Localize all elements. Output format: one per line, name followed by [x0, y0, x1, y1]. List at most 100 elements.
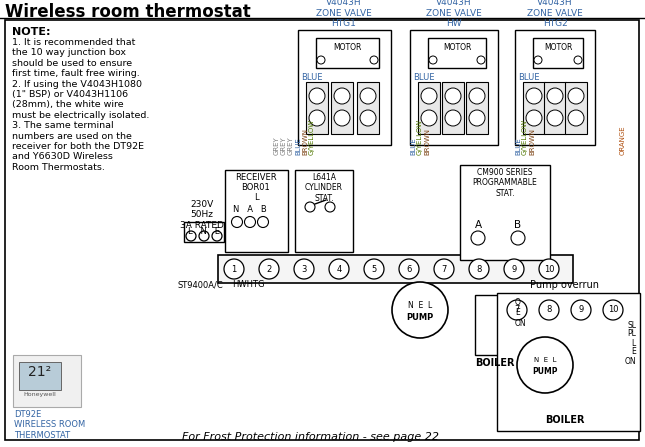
Circle shape — [568, 88, 584, 104]
Circle shape — [334, 88, 350, 104]
Text: BLUE: BLUE — [410, 137, 416, 155]
Circle shape — [309, 110, 325, 126]
Text: 6: 6 — [406, 265, 412, 274]
Text: GREY: GREY — [274, 136, 280, 155]
Bar — [533, 38, 583, 68]
Circle shape — [360, 110, 376, 126]
Text: Honeywell: Honeywell — [24, 392, 56, 397]
Text: BLUE: BLUE — [515, 137, 521, 155]
Circle shape — [212, 231, 222, 241]
Text: L: L — [253, 194, 258, 202]
Circle shape — [539, 300, 559, 320]
Text: 8: 8 — [476, 265, 482, 274]
Text: V4043H
ZONE VALVE
HTG2: V4043H ZONE VALVE HTG2 — [527, 0, 583, 28]
Text: L: L — [631, 338, 636, 347]
Bar — [306, 82, 328, 134]
Bar — [298, 30, 391, 145]
Circle shape — [334, 110, 350, 126]
Text: 10: 10 — [544, 265, 554, 274]
Bar — [544, 82, 566, 134]
Bar — [442, 82, 464, 134]
Text: 9: 9 — [511, 265, 517, 274]
Circle shape — [317, 56, 325, 64]
Text: BLUE: BLUE — [301, 73, 322, 82]
Text: 230V
50Hz
3A RATED: 230V 50Hz 3A RATED — [180, 200, 224, 230]
Circle shape — [526, 110, 542, 126]
Circle shape — [244, 216, 255, 228]
Circle shape — [445, 110, 461, 126]
Text: N  E  L: N E L — [408, 300, 432, 309]
Text: RECEIVER
BOR01: RECEIVER BOR01 — [235, 173, 277, 192]
Circle shape — [224, 259, 244, 279]
Text: ORANGE: ORANGE — [620, 125, 626, 155]
Text: G/YELLOW: G/YELLOW — [309, 119, 315, 155]
Bar — [218, 255, 573, 283]
Circle shape — [547, 88, 563, 104]
Bar — [418, 82, 440, 134]
Text: G/YELLOW: G/YELLOW — [522, 119, 528, 155]
Text: SL: SL — [627, 320, 636, 329]
Text: G/YELLOW: G/YELLOW — [417, 119, 423, 155]
Text: 7: 7 — [514, 305, 520, 315]
Circle shape — [471, 231, 485, 245]
Text: BOILER: BOILER — [475, 358, 515, 368]
Text: E: E — [631, 347, 636, 357]
Circle shape — [360, 88, 376, 104]
Text: MOTOR: MOTOR — [443, 43, 471, 52]
Circle shape — [186, 231, 196, 241]
Text: PL: PL — [627, 329, 636, 338]
Text: A: A — [475, 220, 482, 230]
Text: PUMP: PUMP — [406, 312, 433, 321]
Circle shape — [571, 300, 591, 320]
Text: DT92E
WIRELESS ROOM
THERMOSTAT: DT92E WIRELESS ROOM THERMOSTAT — [14, 410, 85, 440]
Circle shape — [507, 300, 527, 320]
Text: BROWN: BROWN — [424, 128, 430, 155]
Circle shape — [603, 300, 623, 320]
Text: O
E
ON: O E ON — [515, 298, 526, 328]
Circle shape — [526, 88, 542, 104]
Text: ST9400A/C: ST9400A/C — [177, 280, 223, 289]
Text: 7: 7 — [441, 265, 447, 274]
Text: BLUE: BLUE — [413, 73, 435, 82]
Circle shape — [259, 259, 279, 279]
Text: 10: 10 — [608, 305, 619, 315]
Text: 3: 3 — [301, 265, 306, 274]
Bar — [357, 82, 379, 134]
Bar — [13, 355, 81, 407]
Circle shape — [232, 216, 243, 228]
Text: BOILER: BOILER — [545, 415, 585, 425]
Text: MOTOR: MOTOR — [544, 43, 572, 52]
Text: L641A
CYLINDER
STAT.: L641A CYLINDER STAT. — [305, 173, 343, 203]
Circle shape — [257, 216, 268, 228]
Circle shape — [469, 88, 485, 104]
Circle shape — [421, 110, 437, 126]
Circle shape — [309, 88, 325, 104]
Bar — [497, 293, 640, 431]
Text: BROWN: BROWN — [302, 128, 308, 155]
Text: N   A   B: N A B — [233, 206, 267, 215]
Circle shape — [568, 110, 584, 126]
Circle shape — [539, 259, 559, 279]
Text: B: B — [515, 220, 522, 230]
Text: N  E  L: N E L — [534, 357, 556, 363]
Text: BROWN: BROWN — [529, 128, 535, 155]
Text: 9: 9 — [579, 305, 584, 315]
Bar — [295, 170, 353, 252]
Bar — [515, 30, 595, 145]
Circle shape — [574, 56, 582, 64]
Text: V4043H
ZONE VALVE
HW: V4043H ZONE VALVE HW — [426, 0, 482, 28]
Text: PUMP: PUMP — [532, 367, 558, 376]
Text: Pump overrun: Pump overrun — [530, 280, 599, 290]
Text: GREY: GREY — [281, 136, 287, 155]
Circle shape — [329, 259, 349, 279]
Circle shape — [421, 88, 437, 104]
Circle shape — [517, 337, 573, 393]
Text: 4: 4 — [337, 265, 342, 274]
Text: V4043H
ZONE VALVE
HTG1: V4043H ZONE VALVE HTG1 — [316, 0, 372, 28]
Circle shape — [534, 56, 542, 64]
Text: Wireless room thermostat: Wireless room thermostat — [5, 3, 251, 21]
Circle shape — [469, 259, 489, 279]
Circle shape — [434, 259, 454, 279]
Text: L   N   E: L N E — [188, 228, 220, 236]
Text: MOTOR: MOTOR — [333, 43, 362, 52]
